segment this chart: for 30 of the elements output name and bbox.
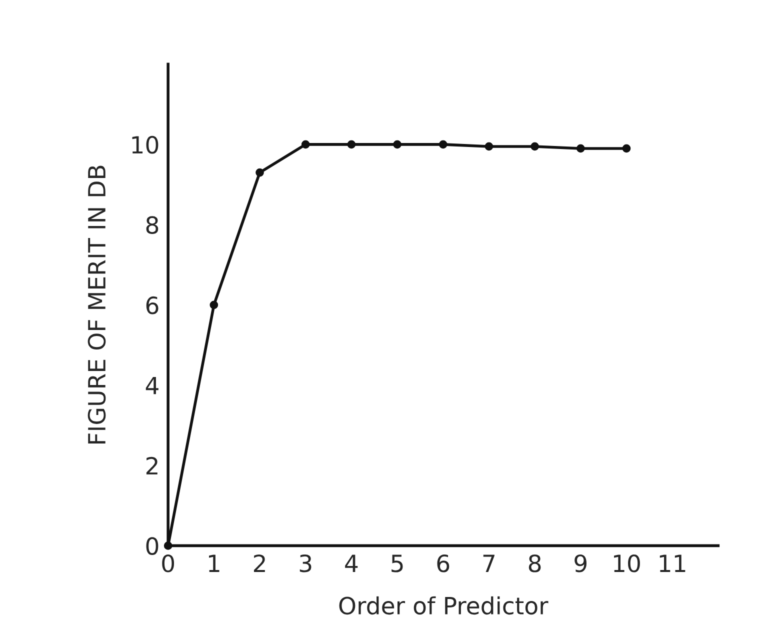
point <box>393 140 402 149</box>
point <box>530 142 539 151</box>
point <box>210 300 218 310</box>
y-tick-label: 2 <box>146 456 158 474</box>
x-tick-label: 3 <box>300 554 312 572</box>
x-tick-label: 2 <box>254 554 265 572</box>
y-tick-label: 0 <box>146 537 158 556</box>
y-tick-label: 6 <box>146 296 158 314</box>
point <box>438 140 448 149</box>
y-tick-label: 4 <box>146 376 158 394</box>
x-tick-label: 10 <box>614 554 640 572</box>
x-tick-label: 5 <box>392 554 403 572</box>
x-tick-label: 9 <box>574 554 586 572</box>
point <box>576 144 585 153</box>
x-tick-label: 11 <box>660 554 686 572</box>
x-axis-title: Order of Predictor <box>339 596 548 615</box>
y-tick-label: 10 <box>132 136 158 154</box>
point <box>484 142 494 151</box>
point <box>301 140 310 149</box>
point <box>622 144 631 153</box>
x-tick-label: 4 <box>345 554 358 572</box>
x-tick-label: 8 <box>528 554 541 572</box>
point <box>347 140 356 149</box>
x-tick-label: 7 <box>483 554 494 572</box>
y-tick-label: 8 <box>146 216 158 234</box>
x-tick-label: 0 <box>162 554 174 572</box>
point <box>256 168 264 177</box>
x-tick-label: 6 <box>437 554 450 572</box>
y-axis-title: FIGURE OF MERIT IN DB <box>88 166 106 444</box>
x-tick-label: 1 <box>209 554 220 572</box>
